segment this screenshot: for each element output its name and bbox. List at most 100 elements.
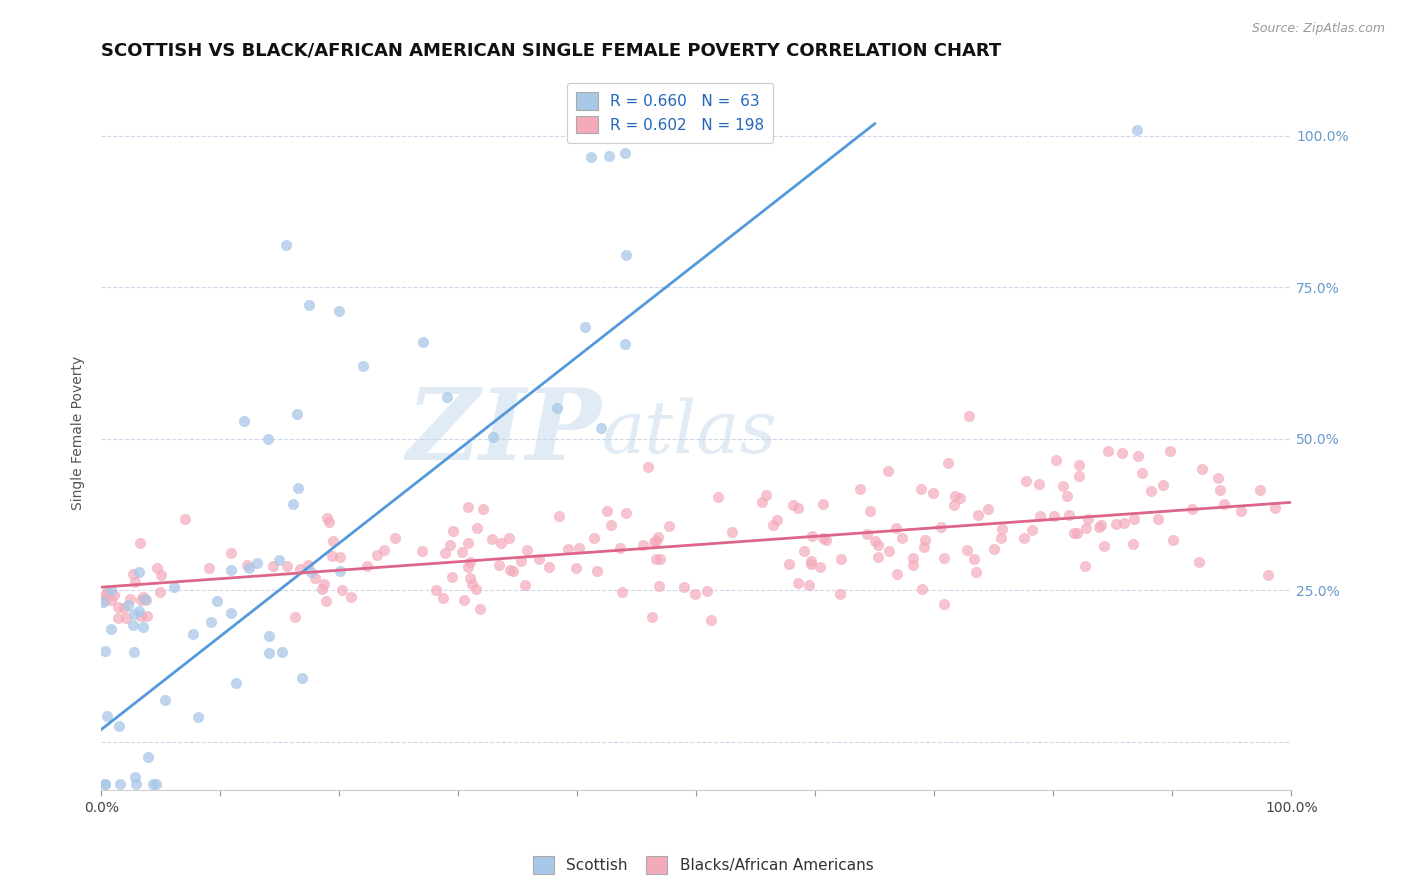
Point [453,592,475,607]
Point [700,613,723,627]
Point [589,420,612,434]
Point [787,576,810,591]
Point [547,509,569,524]
Point [142,777,165,791]
Point [721,524,744,539]
Point [1126,449,1149,463]
Point [121,618,143,632]
Point [197,561,219,575]
Point [107,610,129,624]
Point [1188,555,1211,569]
Point [565,561,588,575]
Point [1147,512,1170,526]
Point [1264,500,1286,515]
Point [696,584,718,599]
Point [328,304,350,318]
Point [755,487,778,501]
Point [457,500,479,514]
Point [612,585,634,599]
Point [246,557,269,571]
Point [1161,533,1184,548]
Point [498,531,520,545]
Point [965,565,987,579]
Point [100,622,122,636]
Point [527,551,550,566]
Point [1090,518,1112,533]
Point [329,550,352,565]
Point [481,429,503,443]
Point [257,629,280,643]
Point [122,607,145,622]
Point [643,535,665,549]
Point [267,553,290,567]
Point [1122,537,1144,551]
Point [1105,516,1128,531]
Point [129,536,152,550]
Point [546,401,568,415]
Point [949,491,972,505]
Point [219,563,242,577]
Point [936,456,959,470]
Point [866,550,889,565]
Point [122,645,145,659]
Point [866,538,889,552]
Point [516,542,538,557]
Point [489,536,512,550]
Point [311,582,333,596]
Point [800,554,823,568]
Point [439,538,461,552]
Point [299,566,322,580]
Point [120,592,142,607]
Point [468,602,491,616]
Point [672,580,695,594]
Point [281,497,304,511]
Point [1257,567,1279,582]
Point [637,459,659,474]
Point [1159,444,1181,458]
Point [107,600,129,615]
Point [1123,512,1146,526]
Point [124,770,146,784]
Point [1066,526,1088,541]
Point [647,579,669,593]
Point [929,519,952,533]
Point [799,578,821,592]
Point [786,501,808,516]
Point [322,534,344,549]
Point [187,710,209,724]
Point [135,592,157,607]
Point [811,497,834,511]
Point [1111,446,1133,460]
Point [568,541,591,556]
Point [131,590,153,604]
Point [631,538,654,552]
Point [384,532,406,546]
Point [262,559,284,574]
Point [274,237,297,252]
Point [911,582,934,597]
Point [103,589,125,603]
Point [440,570,463,584]
Point [922,486,945,500]
Point [1015,474,1038,488]
Point [284,610,307,624]
Point [114,610,136,624]
Point [1076,520,1098,534]
Point [461,576,484,591]
Point [856,527,879,541]
Point [256,432,278,446]
Point [1249,483,1271,497]
Point [502,564,524,578]
Point [766,513,789,527]
Point [219,546,242,560]
Legend: R = 0.660   N =  63, R = 0.602   N = 198: R = 0.660 N = 63, R = 0.602 N = 198 [567,83,773,143]
Point [1052,479,1074,493]
Point [683,586,706,600]
Point [94,588,117,602]
Point [276,559,298,574]
Point [582,531,605,545]
Point [131,608,153,623]
Point [884,521,907,535]
Point [146,560,169,574]
Point [1063,526,1085,541]
